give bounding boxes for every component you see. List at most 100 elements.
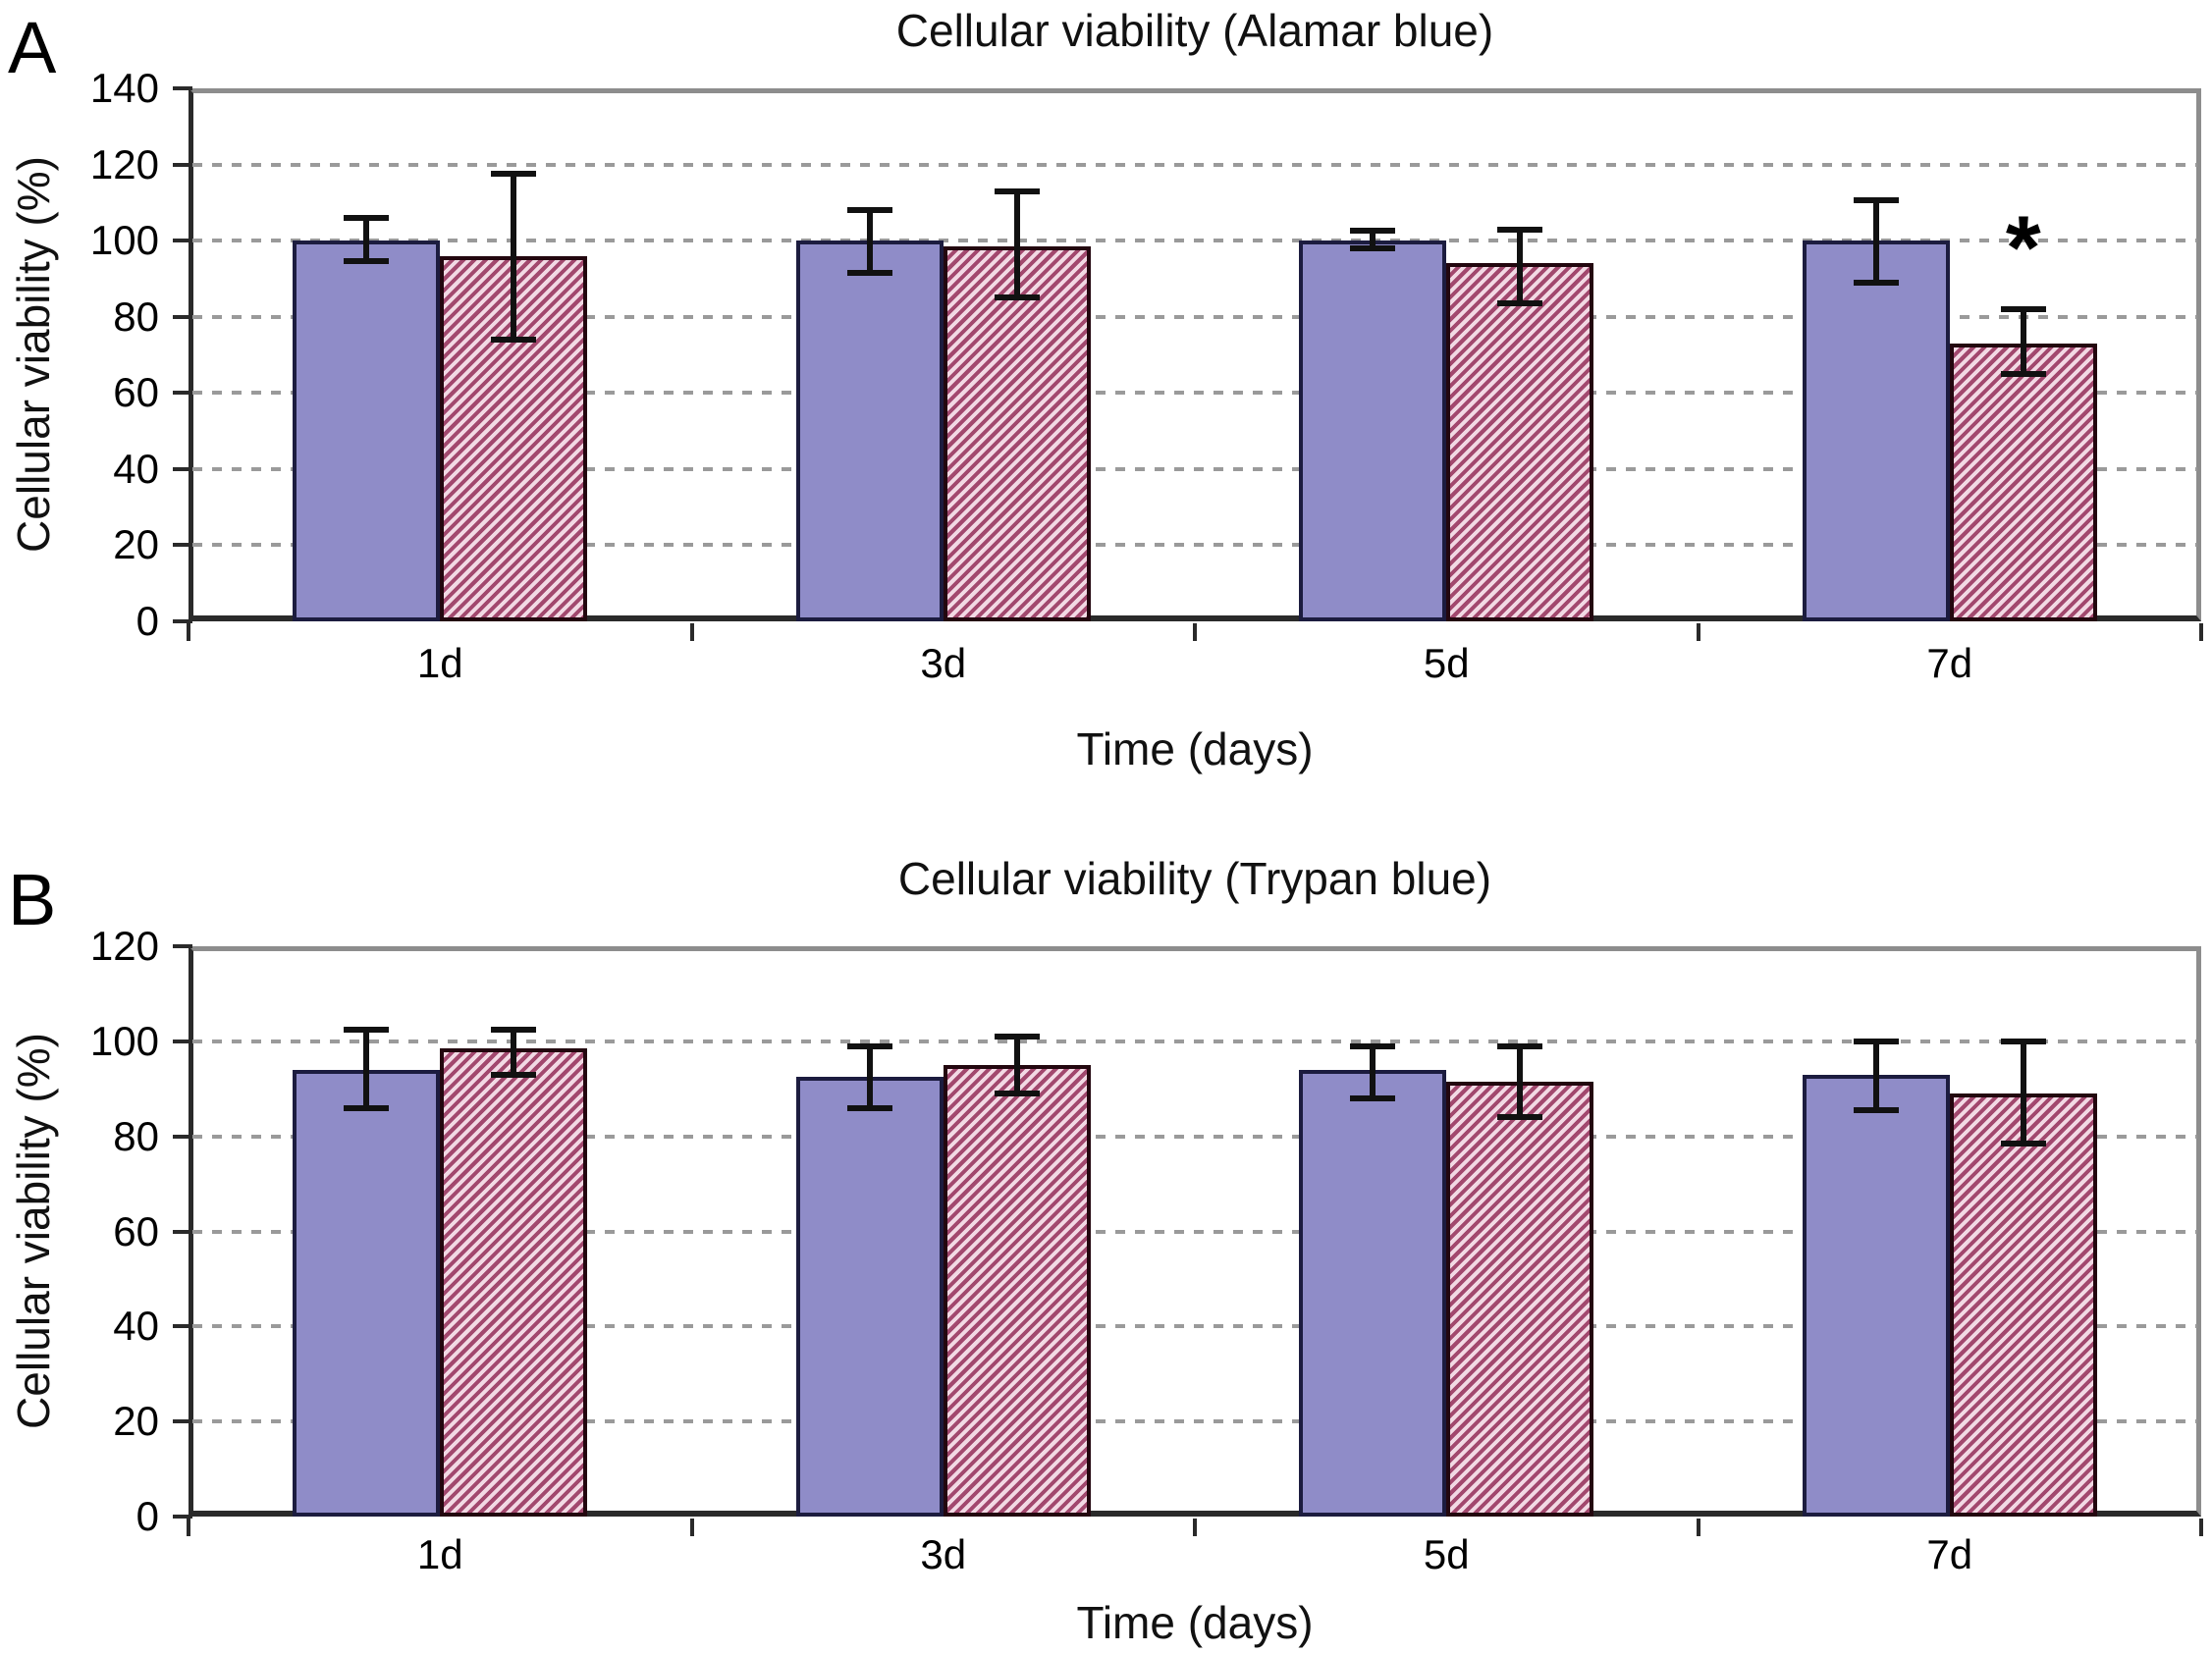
x-category-label-7d: 7d xyxy=(1926,640,1973,686)
x-category-label-3d: 3d xyxy=(920,1531,967,1577)
panel-b-title: Cellular viability (Trypan blue) xyxy=(897,853,1492,904)
bar-hatched-pink-5d xyxy=(1446,1081,1594,1517)
y-tick-0 xyxy=(173,619,192,623)
error-bar-cap-bottom-hatched-pink-7d xyxy=(2000,1140,2046,1146)
bar-solid-blue-1d xyxy=(293,240,441,621)
bar-hatched-pink-3d xyxy=(943,245,1091,621)
error-bar-cap-top-solid-blue-1d xyxy=(344,1026,390,1033)
y-tick-label-20: 20 xyxy=(113,521,159,568)
y-tick-label-40: 40 xyxy=(113,1303,159,1350)
x-category-label-3d: 3d xyxy=(920,640,967,686)
x-tick-1 xyxy=(689,623,694,641)
error-bar-line-solid-blue-1d xyxy=(363,1029,370,1108)
bar-solid-blue-5d xyxy=(1299,240,1447,621)
x-tick-3 xyxy=(1696,1519,1700,1536)
panel-b-letter: B xyxy=(8,859,57,940)
error-bar-line-hatched-pink-7d xyxy=(2020,1040,2026,1144)
y-tick-label-60: 60 xyxy=(113,369,159,416)
error-bar-cap-top-solid-blue-7d xyxy=(1853,1038,1899,1044)
gridline-100 xyxy=(192,239,2197,243)
y-tick-label-100: 100 xyxy=(89,217,159,264)
error-bar-cap-top-solid-blue-1d xyxy=(344,214,390,221)
error-bar-line-hatched-pink-3d xyxy=(1013,1036,1020,1094)
y-tick-label-60: 60 xyxy=(113,1207,159,1254)
error-bar-cap-bottom-solid-blue-1d xyxy=(344,1104,390,1111)
bar-solid-blue-3d xyxy=(795,1077,944,1517)
y-tick-label-80: 80 xyxy=(113,1112,159,1159)
y-tick-20 xyxy=(173,1419,192,1424)
error-bar-line-solid-blue-5d xyxy=(1370,231,1376,248)
y-tick-20 xyxy=(173,543,192,548)
error-bar-cap-bottom-solid-blue-3d xyxy=(846,270,892,277)
bar-hatched-pink-7d xyxy=(1949,343,2097,621)
y-tick-label-120: 120 xyxy=(89,140,159,187)
error-bar-cap-bottom-solid-blue-1d xyxy=(344,258,390,265)
y-tick-120 xyxy=(173,162,192,167)
panel-a-y-axis-label: Cellular viability (%) xyxy=(8,156,59,553)
bar-solid-blue-7d xyxy=(1802,240,1950,621)
x-category-label-7d: 7d xyxy=(1926,1531,1973,1577)
error-bar-cap-bottom-hatched-pink-5d xyxy=(1497,300,1543,307)
gridline-120 xyxy=(192,162,2197,167)
error-bar-cap-bottom-solid-blue-7d xyxy=(1853,1107,1899,1114)
error-bar-cap-top-solid-blue-5d xyxy=(1350,1042,1396,1049)
error-bar-line-solid-blue-1d xyxy=(363,217,370,262)
y-tick-40 xyxy=(173,1324,192,1329)
error-bar-line-solid-blue-7d xyxy=(1872,1040,1879,1111)
error-bar-cap-bottom-hatched-pink-3d xyxy=(994,294,1040,301)
x-tick-3 xyxy=(1696,623,1700,641)
gridline-80 xyxy=(192,314,2197,319)
error-bar-cap-top-solid-blue-3d xyxy=(846,207,892,214)
error-bar-cap-bottom-hatched-pink-7d xyxy=(2000,370,2046,377)
panel-a-x-axis-label: Time (days) xyxy=(1076,723,1314,774)
error-bar-cap-top-hatched-pink-3d xyxy=(994,187,1040,194)
y-tick-label-100: 100 xyxy=(89,1017,159,1064)
y-tick-140 xyxy=(173,86,192,90)
y-tick-100 xyxy=(173,1039,192,1043)
error-bar-line-hatched-pink-5d xyxy=(1517,1045,1524,1118)
y-tick-label-120: 120 xyxy=(89,923,159,969)
error-bar-cap-bottom-solid-blue-3d xyxy=(846,1104,892,1111)
error-bar-line-hatched-pink-1d xyxy=(511,174,517,340)
error-bar-cap-top-solid-blue-5d xyxy=(1350,228,1396,235)
x-tick-1 xyxy=(689,1519,694,1536)
gridline-100 xyxy=(192,1039,2197,1043)
bar-hatched-pink-7d xyxy=(1949,1093,2097,1517)
y-tick-label-40: 40 xyxy=(113,445,159,492)
x-tick-2 xyxy=(1193,1519,1197,1536)
y-tick-label-140: 140 xyxy=(89,65,159,111)
error-bar-cap-top-solid-blue-7d xyxy=(1853,197,1899,204)
y-tick-40 xyxy=(173,466,192,471)
y-tick-0 xyxy=(173,1515,192,1519)
error-bar-cap-bottom-solid-blue-7d xyxy=(1853,279,1899,286)
y-tick-label-0: 0 xyxy=(135,1493,159,1539)
bar-solid-blue-5d xyxy=(1299,1069,1447,1517)
gridline-20 xyxy=(192,1419,2197,1424)
error-bar-cap-bottom-hatched-pink-3d xyxy=(994,1091,1040,1097)
error-bar-line-solid-blue-5d xyxy=(1370,1045,1376,1098)
gridline-60 xyxy=(192,1229,2197,1234)
gridline-60 xyxy=(192,391,2197,396)
panel-a-title: Cellular viability (Alamar blue) xyxy=(895,5,1494,56)
error-bar-cap-top-hatched-pink-5d xyxy=(1497,226,1543,233)
error-bar-cap-top-hatched-pink-3d xyxy=(994,1033,1040,1040)
error-bar-line-solid-blue-3d xyxy=(866,210,873,274)
y-tick-label-80: 80 xyxy=(113,293,159,340)
x-tick-4 xyxy=(2199,1519,2203,1536)
significance-asterisk-7d: * xyxy=(2005,197,2041,298)
error-bar-line-solid-blue-7d xyxy=(1872,200,1879,283)
error-bar-cap-top-solid-blue-3d xyxy=(846,1042,892,1049)
error-bar-cap-top-hatched-pink-7d xyxy=(2000,1038,2046,1044)
error-bar-cap-top-hatched-pink-7d xyxy=(2000,305,2046,312)
gridline-80 xyxy=(192,1134,2197,1139)
y-tick-label-20: 20 xyxy=(113,1398,159,1445)
y-tick-80 xyxy=(173,314,192,319)
y-tick-100 xyxy=(173,239,192,243)
x-tick-4 xyxy=(2199,623,2203,641)
error-bar-line-solid-blue-3d xyxy=(866,1045,873,1108)
x-category-label-5d: 5d xyxy=(1423,1531,1470,1577)
error-bar-cap-top-hatched-pink-5d xyxy=(1497,1042,1543,1049)
x-tick-0 xyxy=(187,623,190,641)
y-tick-60 xyxy=(173,1229,192,1234)
error-bar-line-hatched-pink-1d xyxy=(511,1029,517,1075)
